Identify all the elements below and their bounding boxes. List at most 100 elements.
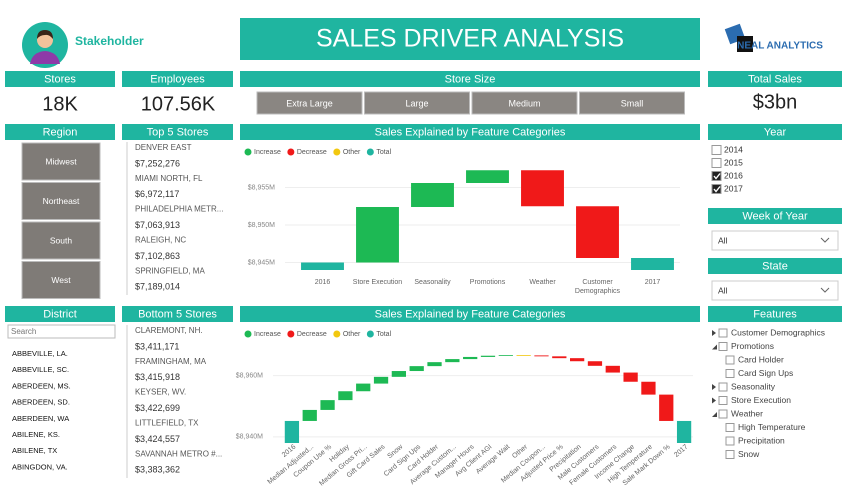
tree-caret bbox=[712, 330, 716, 336]
search-box[interactable] bbox=[7, 324, 116, 339]
store-name: MIAMI NORTH, FL bbox=[135, 174, 203, 183]
region-button[interactable] bbox=[21, 182, 101, 220]
legend-label: Increase bbox=[254, 149, 281, 156]
store-sales: $3,411,171 bbox=[135, 341, 179, 351]
dropdown[interactable] bbox=[711, 280, 839, 301]
card-value: 18K bbox=[42, 93, 78, 115]
chart-title-bar bbox=[240, 306, 700, 322]
region-button[interactable] bbox=[21, 142, 101, 181]
checkbox[interactable] bbox=[725, 369, 735, 378]
store-name: DENVER EAST bbox=[135, 143, 192, 152]
checkmark bbox=[713, 186, 721, 193]
dropdown[interactable] bbox=[711, 230, 839, 251]
legend-label: Total bbox=[376, 149, 391, 156]
year-option: 2015 bbox=[724, 157, 743, 167]
size-button[interactable] bbox=[256, 91, 363, 115]
size-button[interactable] bbox=[364, 91, 470, 115]
district-item: ABERDEEN, MS. bbox=[12, 381, 71, 390]
waterfall-bar bbox=[480, 355, 496, 357]
checkbox[interactable] bbox=[725, 355, 735, 365]
checkbox[interactable] bbox=[718, 342, 728, 351]
card-value: 107.56K bbox=[141, 93, 216, 115]
waterfall-bar bbox=[534, 355, 549, 357]
avatar-hair bbox=[37, 30, 53, 39]
section-header-bar bbox=[708, 258, 842, 274]
size-button[interactable] bbox=[579, 91, 685, 115]
waterfall-bar bbox=[516, 355, 531, 356]
card-label-bar bbox=[5, 71, 115, 87]
section-header-bar bbox=[708, 124, 842, 140]
waterfall-bar bbox=[641, 381, 656, 395]
section-header: Top 5 Stores bbox=[147, 126, 209, 138]
checkbox[interactable] bbox=[711, 184, 722, 194]
card-label-bar bbox=[708, 71, 842, 87]
store-name: LITTLEFIELD, TX bbox=[135, 419, 199, 428]
logo-mark bbox=[737, 36, 753, 52]
checkbox[interactable] bbox=[711, 145, 722, 155]
store-name: CLAREMONT, NH. bbox=[135, 326, 203, 335]
tree-caret bbox=[712, 397, 716, 404]
waterfall-bar bbox=[411, 183, 454, 207]
y-tick-label: $8,945M bbox=[248, 259, 275, 266]
y-tick-label: $8,950M bbox=[248, 222, 275, 229]
checkbox[interactable] bbox=[718, 396, 728, 405]
legend-label: Other bbox=[343, 331, 361, 338]
chart-title: Sales Explained by Feature Categories bbox=[375, 126, 566, 138]
feature-child: Precipitation bbox=[738, 435, 785, 445]
legend-label: Increase bbox=[254, 331, 281, 338]
checkbox[interactable] bbox=[725, 436, 735, 446]
section-header: State bbox=[762, 260, 788, 272]
year-option: 2017 bbox=[724, 183, 743, 193]
district-item: ABBEVILLE, SC. bbox=[12, 365, 69, 374]
section-header-bar bbox=[708, 306, 842, 322]
waterfall-bar bbox=[320, 400, 335, 410]
year-option: 2014 bbox=[724, 144, 743, 154]
checkbox[interactable] bbox=[725, 423, 735, 432]
feature-child: Card Holder bbox=[738, 354, 784, 364]
waterfall-bar bbox=[284, 420, 300, 443]
y-tick-label: $8,940M bbox=[236, 434, 263, 441]
district-item: ABERDEEN, SD. bbox=[12, 398, 70, 407]
checkbox[interactable] bbox=[718, 328, 728, 338]
x-tick-label: 2016 bbox=[315, 279, 331, 286]
section-header: Week of Year bbox=[742, 210, 808, 222]
store-name: FRAMINGHAM, MA bbox=[135, 357, 207, 366]
store-sales: $3,422,699 bbox=[135, 403, 180, 413]
store-name: KEYSER, WV. bbox=[135, 388, 186, 397]
checkbox[interactable] bbox=[718, 382, 728, 392]
waterfall-bar bbox=[409, 366, 424, 372]
tree-caret bbox=[712, 412, 717, 417]
checkbox[interactable] bbox=[711, 171, 722, 181]
waterfall-bar bbox=[659, 394, 674, 421]
legend-swatch bbox=[287, 148, 295, 156]
checkbox[interactable] bbox=[711, 158, 722, 168]
tree-caret bbox=[712, 344, 717, 350]
region-button[interactable] bbox=[21, 221, 101, 260]
chart-title: Sales Explained by Feature Categories bbox=[375, 308, 566, 320]
checkbox[interactable] bbox=[718, 409, 728, 419]
dropdown-value: All bbox=[718, 285, 728, 295]
feature-item: Store Execution bbox=[731, 395, 791, 405]
waterfall-bar bbox=[576, 206, 619, 258]
size-button-label: Small bbox=[621, 98, 644, 108]
size-button[interactable] bbox=[471, 91, 578, 115]
logo bbox=[724, 23, 753, 52]
checkbox[interactable] bbox=[725, 450, 735, 459]
region-button[interactable] bbox=[21, 261, 101, 299]
waterfall-bar bbox=[631, 258, 674, 270]
legend-swatch bbox=[366, 330, 374, 338]
waterfall-bar bbox=[466, 170, 509, 183]
feature-child: Card Sign Ups bbox=[738, 368, 793, 378]
avatar-face bbox=[37, 32, 53, 48]
size-button-label: Extra Large bbox=[286, 98, 333, 108]
waterfall-bar bbox=[302, 409, 317, 421]
store-sales: $6,972,117 bbox=[135, 189, 179, 199]
district-item: ABBEVILLE, LA. bbox=[12, 349, 68, 358]
legend-label: Other bbox=[343, 149, 361, 156]
waterfall-bar bbox=[605, 365, 620, 373]
waterfall-bar bbox=[521, 170, 564, 207]
section-header-bar bbox=[708, 208, 842, 224]
y-tick-label: $8,955M bbox=[248, 184, 275, 191]
store-sales: $3,415,918 bbox=[135, 372, 180, 382]
